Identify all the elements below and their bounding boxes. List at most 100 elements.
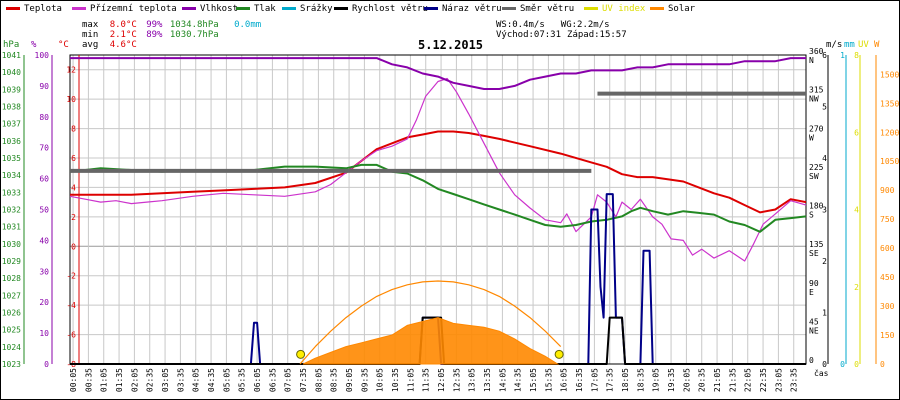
y-tick-label-temp: 2 (71, 213, 76, 222)
x-tick-label: 17:35 (606, 368, 615, 392)
y-tick-label-w: 300 (880, 302, 895, 311)
series-line-vlhkost (70, 57, 806, 90)
stats-label: avg (82, 40, 99, 50)
y-tick-label-dir-name: NW (809, 95, 819, 104)
axis-title-uv: UV (858, 40, 869, 50)
y-tick-label-w: 450 (880, 273, 895, 282)
series-line-p-zemn-teplota (69, 77, 807, 262)
y-tick-label-uv: 8 (854, 51, 859, 60)
y-tick-label-temp: 0 (71, 242, 76, 251)
axis-title-ms: m/s (826, 40, 842, 50)
x-tick-label: 07:05 (284, 368, 293, 392)
y-tick-label-ms: 1 (822, 309, 827, 318)
stats-wg: WG:2.2m/s (560, 20, 610, 30)
legend-item-tlak: Tlak (236, 4, 276, 14)
legend-item-uv-index: UV index (584, 4, 645, 14)
stats-max-temp: 8.0°C (109, 20, 137, 30)
y-tick-label-temp: 4 (71, 183, 76, 192)
legend-swatch (584, 7, 598, 10)
y-tick-label-pct: 30 (39, 267, 49, 276)
y-tick-label-hpa: 1037 (2, 120, 21, 129)
x-tick-label: 04:35 (207, 368, 216, 392)
x-tick-label: 16:35 (575, 368, 584, 392)
legend-label: Solar (668, 4, 696, 14)
x-tick-label: 00:05 (69, 368, 78, 392)
stats-sunset: Západ:15:57 (567, 30, 627, 40)
x-tick-label: 10:35 (391, 368, 400, 392)
legend-label: Náraz větru (442, 4, 502, 14)
stats-ws: WS:0.4m/s (496, 20, 545, 30)
series-line-solar-theoretical (299, 280, 562, 365)
stats-max-pressure: 1034.8hPa (169, 20, 219, 30)
legend-item-teplota: Teplota (6, 4, 62, 14)
y-tick-label-temp: 6 (71, 154, 76, 163)
series-area-solar (302, 317, 560, 365)
y-tick-label-temp: -2 (66, 272, 76, 281)
x-tick-label: 13:35 (483, 368, 492, 392)
legend-label: Rychlost větru (352, 4, 428, 14)
x-tick-label: 14:35 (514, 368, 523, 392)
x-tick-label: 06:05 (253, 368, 262, 392)
y-tick-label-mm: 0 (840, 360, 845, 369)
stats-min-row: min 2.1°C 89% 1030.7hPa (82, 30, 219, 40)
y-tick-label-dir-name: W (809, 133, 814, 142)
axis-title-mm: mm (844, 40, 855, 50)
x-tick-label: 01:05 (100, 368, 109, 392)
y-tick-label-hpa: 1026 (2, 309, 21, 318)
x-tick-label: 19:05 (652, 368, 661, 392)
y-tick-label-uv: 6 (854, 128, 859, 137)
y-tick-label-dir-name: SE (809, 249, 819, 258)
legend-swatch (236, 7, 250, 10)
y-tick-label-temp: 8 (71, 125, 76, 134)
legend-swatch (6, 7, 20, 10)
y-tick-label-w: 1350 (880, 99, 899, 108)
x-tick-label: 12:05 (437, 368, 446, 392)
y-tick-label-ms: 0 (822, 360, 827, 369)
x-tick-label: 07:35 (299, 368, 308, 392)
y-tick-label-pct: 40 (39, 236, 49, 245)
stats-max-humidity: 99% (146, 20, 163, 30)
y-tick-label-hpa: 1038 (2, 103, 21, 112)
y-tick-label-pct: 50 (39, 206, 49, 215)
series-line-teplota (70, 130, 807, 214)
y-tick-label-hpa: 1023 (2, 360, 21, 369)
y-tick-label-hpa: 1025 (2, 326, 21, 335)
x-tick-label: 04:05 (192, 368, 201, 392)
legend-label: Tlak (254, 4, 276, 14)
x-tick-label: 18:05 (621, 368, 630, 392)
y-tick-label-ms: 6 (822, 51, 827, 60)
y-tick-label-dir: 180 (809, 202, 824, 211)
y-tick-label-w: 1200 (880, 128, 899, 137)
y-tick-label-hpa: 1040 (2, 68, 21, 77)
y-tick-label-hpa: 1029 (2, 257, 21, 266)
y-tick-label-uv: 0 (854, 360, 859, 369)
legend-swatch (72, 7, 86, 10)
y-tick-label-dir-name: S (809, 211, 814, 220)
y-tick-label-pct: 10 (39, 329, 49, 338)
x-tick-label: 03:05 (161, 368, 170, 392)
x-tick-label: 21:05 (713, 368, 722, 392)
y-tick-label-hpa: 1033 (2, 188, 21, 197)
x-tick-label: 18:35 (636, 368, 645, 392)
y-tick-label-hpa: 1024 (2, 343, 21, 352)
y-tick-label-dir: 135 (809, 240, 824, 249)
x-tick-label: 00:35 (84, 368, 93, 392)
legend-swatch (650, 7, 664, 10)
y-tick-label-dir: 90 (809, 279, 819, 288)
x-tick-label: 15:35 (544, 368, 553, 392)
y-tick-label-w: 0 (880, 360, 885, 369)
x-tick-label: 23:35 (790, 368, 799, 392)
x-tick-label: 11:35 (422, 368, 431, 392)
x-tick-label: 08:35 (330, 368, 339, 392)
y-tick-label-dir-name: NE (809, 326, 819, 335)
y-tick-label-uv: 4 (854, 206, 859, 215)
legend-swatch (424, 7, 438, 10)
axis-title-temp: °C (58, 40, 69, 50)
marker-sunset (554, 349, 564, 359)
series-line-n-raz-v-tru (70, 193, 806, 365)
stats-min-temp: 2.1°C (109, 30, 137, 40)
y-tick-label-pct: 100 (35, 51, 50, 60)
y-tick-label-w: 600 (880, 244, 895, 253)
x-tick-label: 14:05 (498, 368, 507, 392)
